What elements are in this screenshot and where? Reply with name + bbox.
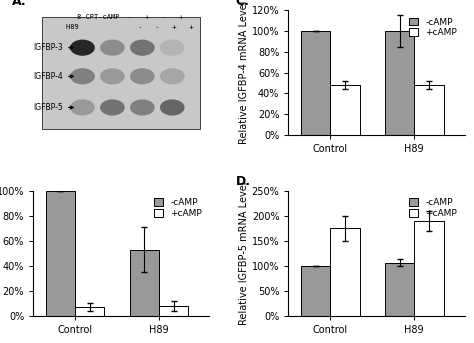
Ellipse shape bbox=[100, 68, 125, 84]
Text: 8-CPT-cAMP  -   +   -   +: 8-CPT-cAMP - + - + bbox=[77, 14, 183, 20]
Y-axis label: Relative IGFBP-5 mRNA Level: Relative IGFBP-5 mRNA Level bbox=[239, 181, 249, 325]
Ellipse shape bbox=[160, 68, 184, 84]
Text: D.: D. bbox=[236, 176, 251, 188]
Ellipse shape bbox=[130, 99, 155, 116]
Y-axis label: Relative IGFBP-4 mRNA Level: Relative IGFBP-4 mRNA Level bbox=[239, 1, 249, 144]
Bar bbox=[385, 31, 414, 135]
Ellipse shape bbox=[70, 39, 95, 56]
FancyBboxPatch shape bbox=[42, 16, 201, 129]
Bar bbox=[330, 85, 360, 135]
Bar bbox=[46, 191, 75, 316]
Text: IGFBP-5: IGFBP-5 bbox=[33, 103, 73, 112]
Text: H89              -   -   +   +: H89 - - + + bbox=[66, 24, 194, 30]
Bar bbox=[301, 266, 330, 316]
Ellipse shape bbox=[160, 39, 184, 56]
Ellipse shape bbox=[100, 99, 125, 116]
Bar bbox=[330, 228, 360, 316]
Ellipse shape bbox=[130, 39, 155, 56]
Legend: -cAMP, +cAMP: -cAMP, +cAMP bbox=[407, 15, 460, 40]
Text: IGFBP-3: IGFBP-3 bbox=[33, 43, 73, 52]
Bar bbox=[129, 249, 159, 316]
Ellipse shape bbox=[70, 99, 95, 116]
Legend: -cAMP, +cAMP: -cAMP, +cAMP bbox=[151, 196, 205, 221]
Bar bbox=[385, 263, 414, 316]
Bar bbox=[301, 31, 330, 135]
Ellipse shape bbox=[70, 68, 95, 84]
Ellipse shape bbox=[130, 68, 155, 84]
Legend: -cAMP, +cAMP: -cAMP, +cAMP bbox=[407, 196, 460, 221]
Bar bbox=[159, 306, 188, 316]
Bar bbox=[414, 221, 444, 316]
Text: A.: A. bbox=[12, 0, 27, 8]
Bar bbox=[75, 307, 104, 316]
Text: C.: C. bbox=[236, 0, 249, 8]
Text: IGFBP-4: IGFBP-4 bbox=[33, 72, 73, 81]
Ellipse shape bbox=[100, 39, 125, 56]
Ellipse shape bbox=[160, 99, 184, 116]
Bar bbox=[414, 85, 444, 135]
